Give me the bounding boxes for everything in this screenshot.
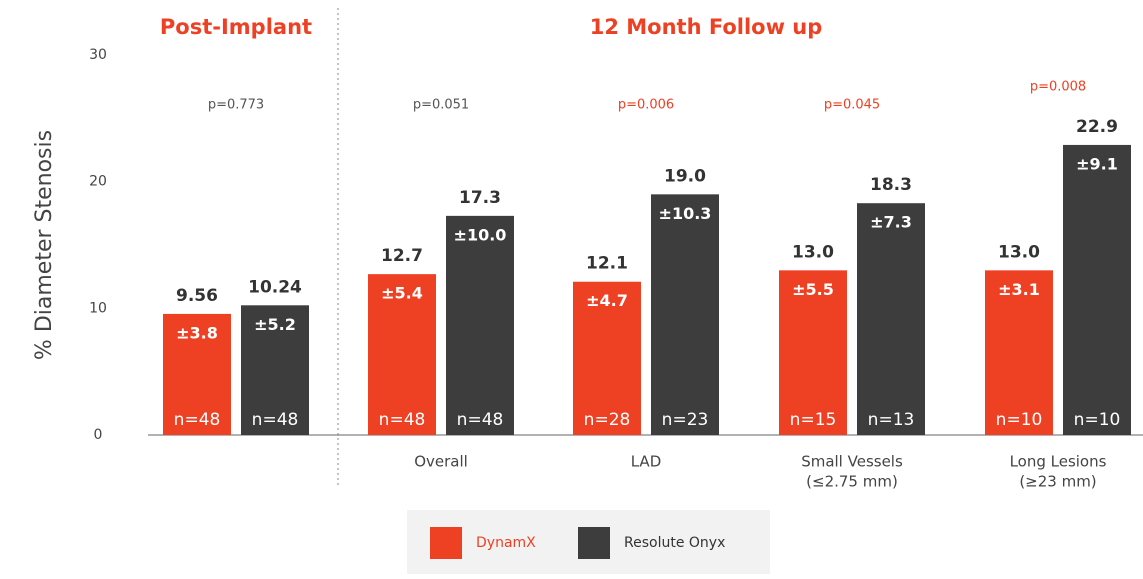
error-label: ±5.4 xyxy=(381,284,423,303)
legend-swatch xyxy=(578,527,610,559)
n-label: n=10 xyxy=(996,410,1043,430)
n-label: n=48 xyxy=(252,410,299,430)
y-tick-label: 10 xyxy=(89,300,107,316)
n-label: n=48 xyxy=(174,410,221,430)
value-label: 19.0 xyxy=(664,166,706,186)
value-label: 18.3 xyxy=(870,175,912,195)
p-value: p=0.045 xyxy=(824,98,880,113)
value-label: 22.9 xyxy=(1076,117,1118,137)
x-tick-label: Overall xyxy=(414,453,468,471)
section-title: Post-Implant xyxy=(160,15,312,39)
error-label: ±9.1 xyxy=(1076,154,1118,173)
bar xyxy=(368,274,436,435)
error-label: ±10.3 xyxy=(659,204,712,223)
value-label: 17.3 xyxy=(459,188,501,208)
bar xyxy=(241,305,309,435)
y-tick-label: 30 xyxy=(89,47,107,63)
error-label: ±10.0 xyxy=(454,225,507,244)
value-label: 10.24 xyxy=(248,277,302,297)
value-label: 12.1 xyxy=(586,254,628,274)
value-label: 13.0 xyxy=(792,242,834,262)
y-tick-label: 20 xyxy=(89,174,107,190)
legend-label: DynamX xyxy=(476,535,536,551)
n-label: n=13 xyxy=(868,410,915,430)
bar xyxy=(446,215,514,435)
n-label: n=10 xyxy=(1074,410,1121,430)
value-label: 12.7 xyxy=(381,246,423,266)
error-label: ±7.3 xyxy=(870,213,912,232)
p-value: p=0.051 xyxy=(413,98,469,113)
n-label: n=23 xyxy=(662,410,709,430)
error-label: ±5.5 xyxy=(792,280,834,299)
legend-swatch xyxy=(430,527,462,559)
y-tick-label: 0 xyxy=(94,427,103,443)
legend-label: Resolute Onyx xyxy=(624,535,725,551)
bar xyxy=(651,194,719,435)
x-tick-label: Small Vessels xyxy=(801,453,903,471)
n-label: n=48 xyxy=(379,410,426,430)
x-tick-label: LAD xyxy=(631,453,662,471)
x-tick-note: (≤2.75 mm) xyxy=(806,473,898,491)
n-label: n=28 xyxy=(584,410,631,430)
error-label: ±5.2 xyxy=(254,315,296,334)
bar xyxy=(1063,144,1131,435)
n-label: n=15 xyxy=(790,410,837,430)
error-label: ±3.8 xyxy=(176,323,218,342)
bar xyxy=(857,203,925,435)
value-label: 9.56 xyxy=(176,286,218,306)
value-label: 13.0 xyxy=(998,242,1040,262)
x-tick-note: (≥23 mm) xyxy=(1019,473,1096,491)
p-value: p=0.006 xyxy=(618,98,674,113)
bar xyxy=(163,313,231,435)
p-value: p=0.773 xyxy=(208,98,264,113)
y-axis-label: % Diameter Stenosis xyxy=(32,130,57,360)
error-label: ±4.7 xyxy=(586,291,628,310)
section-title: 12 Month Follow up xyxy=(590,15,823,39)
x-tick-label: Long Lesions xyxy=(1010,453,1107,471)
error-label: ±3.1 xyxy=(998,280,1040,299)
bar xyxy=(779,270,847,435)
p-value: p=0.008 xyxy=(1030,79,1086,94)
n-label: n=48 xyxy=(457,410,504,430)
bar xyxy=(985,270,1053,435)
bar xyxy=(573,281,641,435)
